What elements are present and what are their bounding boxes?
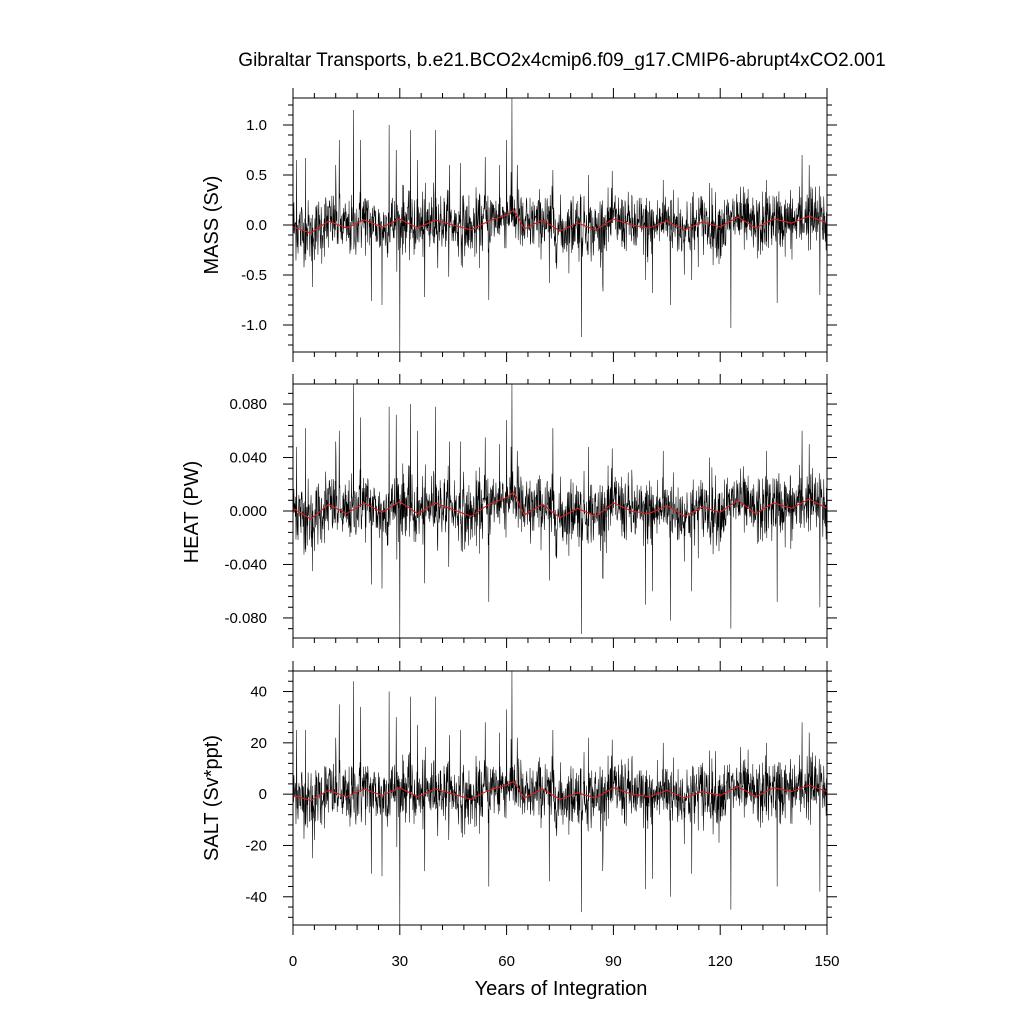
salt-monthly-series-line	[292, 670, 827, 926]
salt-plot-frame	[292, 670, 828, 926]
mass-y-tick-label: 0.0	[246, 217, 267, 234]
salt-panel: SALT (Sv*ppt) -40 -20 0 20 40	[201, 661, 837, 935]
mass-y-tick-label: -1.0	[241, 317, 267, 334]
mass-y-axis-label: MASS (Sv)	[201, 176, 223, 275]
heat-y-tick-label: 0.080	[229, 396, 267, 413]
heat-y-tick-label: 0.040	[229, 450, 267, 467]
mass-panel: MASS (Sv) -1.0 -0.5 0.0 0.5 1.0	[201, 88, 837, 362]
x-axis-label: Years of Integration	[475, 978, 648, 1000]
salt-y-tick-label: -40	[245, 889, 267, 906]
salt-y-tick-label: -20	[245, 837, 267, 854]
heat-y-axis-label: HEAT (PW)	[181, 461, 203, 564]
x-tick-label: 150	[814, 953, 839, 970]
heat-panel: HEAT (PW) -0.080 -0.040 0.000 0.040 0.080	[181, 374, 837, 648]
x-tick-label: 120	[708, 953, 733, 970]
x-tick-label: 60	[498, 953, 515, 970]
chart-title: Gibraltar Transports, b.e21.BCO2x4cmip6.…	[238, 50, 885, 71]
x-tick-label: 30	[391, 953, 408, 970]
mass-y-tick-label: 1.0	[246, 117, 267, 134]
mass-y-tick-label: 0.5	[246, 167, 267, 184]
salt-y-tick-label: 20	[250, 735, 267, 752]
mass-monthly-series-line	[292, 97, 827, 353]
x-tick-label: 90	[605, 953, 622, 970]
heat-y-tick-label: 0.000	[229, 503, 267, 520]
heat-y-tick-label: -0.040	[224, 556, 267, 573]
heat-monthly-series-line	[292, 383, 827, 639]
salt-smoothed-series-line	[292, 780, 828, 802]
salt-y-tick-label: 0	[259, 786, 267, 803]
x-tick-label: 0	[289, 953, 297, 970]
mass-smoothed-series-line	[292, 209, 828, 234]
salt-y-axis-label: SALT (Sv*ppt)	[201, 735, 223, 861]
mass-y-tick-label: -0.5	[241, 267, 267, 284]
heat-smoothed-series-line	[292, 491, 828, 520]
salt-y-tick-label: 40	[250, 684, 267, 701]
heat-y-tick-label: -0.080	[224, 610, 267, 627]
x-axis: 0 30 60 90 120 150	[289, 953, 840, 970]
